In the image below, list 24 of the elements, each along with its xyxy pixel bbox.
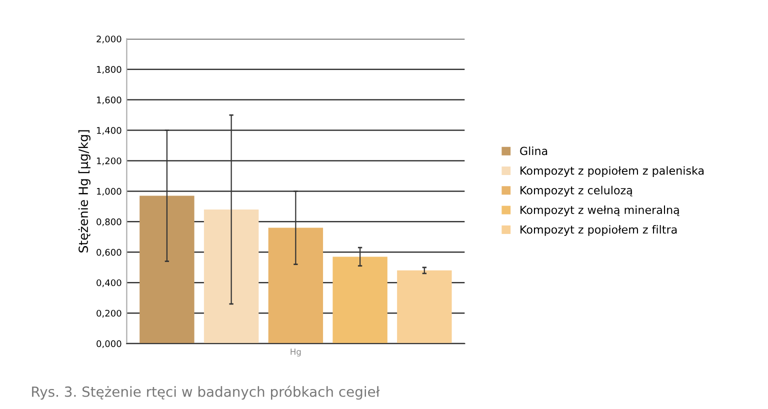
y-tick-label: 0,600 [96,248,122,257]
bar [332,256,388,344]
legend-label: Kompozyt z wełną mineralną [520,205,680,216]
legend-label: Kompozyt z popiołem z paleniska [520,166,704,177]
y-tick-label: 1,200 [97,157,122,166]
legend-label: Glina [520,146,548,156]
y-tick-label: 1,800 [97,66,122,74]
x-tick-label: Hg [290,348,301,356]
y-tick-label: 0,200 [96,310,122,318]
y-tick-label: 1,600 [97,96,122,104]
y-tick-label: 0,000 [96,340,122,348]
y-tick-label: 0,400 [96,279,122,288]
y-axis-title: Stężenie Hg [µg/kg] [78,130,90,252]
y-tick-label: 0,800 [96,218,122,226]
text: Rys. 3. Stężenie rtęci w badanych próbkach cegieł [32,386,380,400]
legend-label: Kompozyt z popiołem z filtra [520,225,677,236]
bar [140,196,194,344]
legend-label: Kompozyt z celulozą [520,186,632,197]
y-tick-label: 1,000 [97,188,122,196]
y-tick-label: 1,400 [97,126,122,135]
bar [397,270,452,344]
y-tick-label: 2,000 [96,36,122,44]
bar [268,228,324,344]
bar [204,209,259,344]
